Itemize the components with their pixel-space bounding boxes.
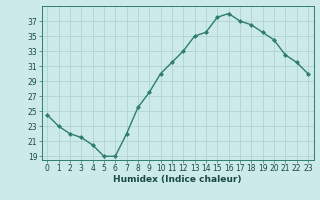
X-axis label: Humidex (Indice chaleur): Humidex (Indice chaleur) bbox=[113, 175, 242, 184]
